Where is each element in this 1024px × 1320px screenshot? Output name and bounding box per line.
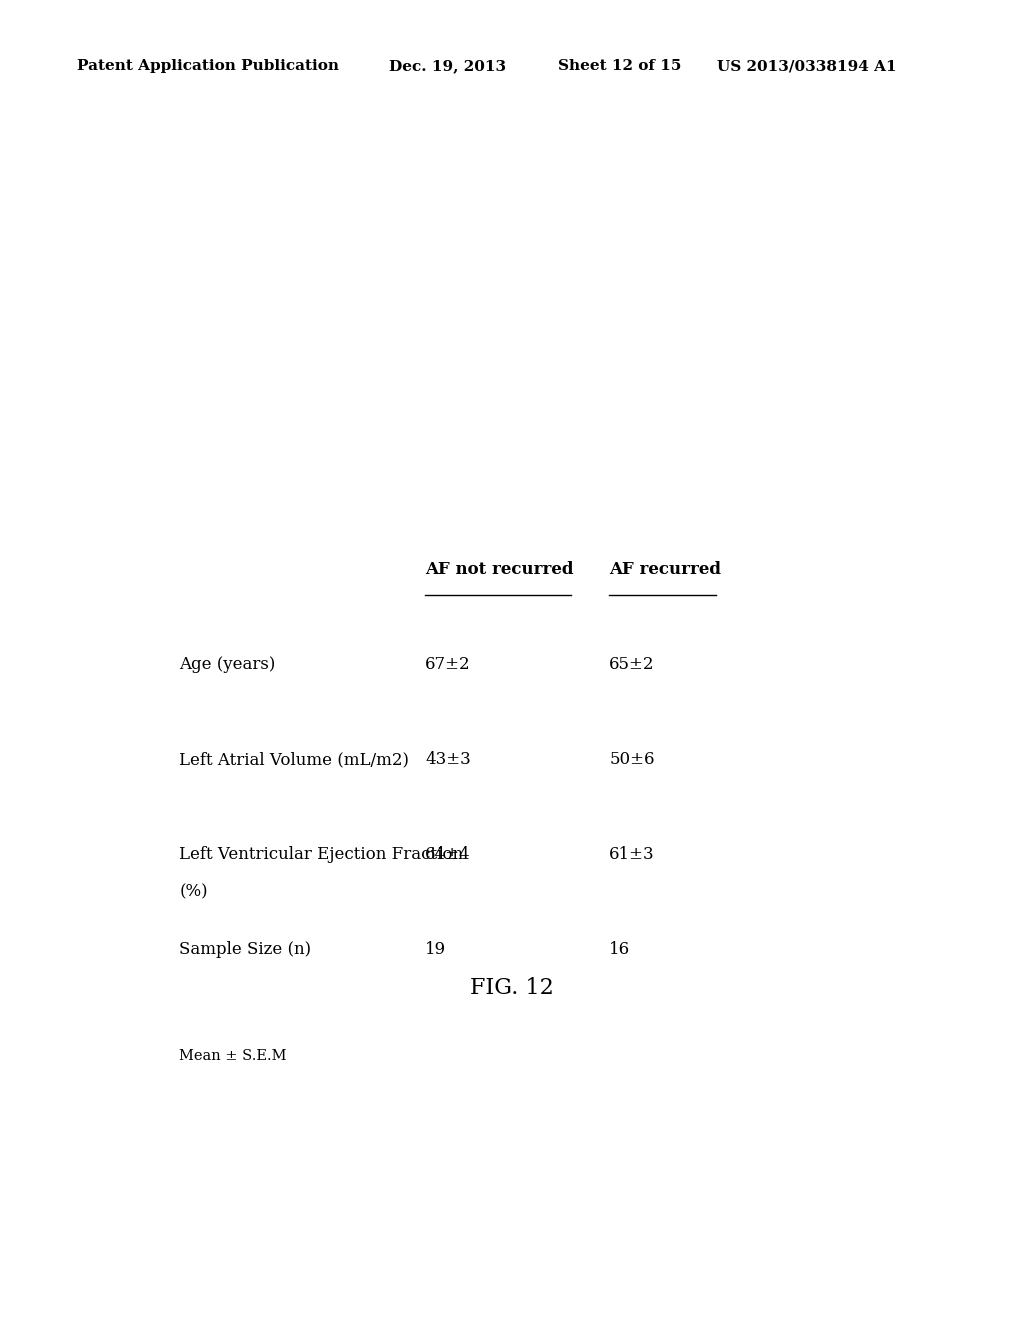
Text: 61±3: 61±3: [609, 846, 655, 863]
Text: 64±4: 64±4: [425, 846, 471, 863]
Text: 50±6: 50±6: [609, 751, 654, 768]
Text: US 2013/0338194 A1: US 2013/0338194 A1: [717, 59, 896, 74]
Text: Mean ± S.E.M: Mean ± S.E.M: [179, 1049, 287, 1064]
Text: Sheet 12 of 15: Sheet 12 of 15: [558, 59, 681, 74]
Text: Age (years): Age (years): [179, 656, 275, 673]
Text: (%): (%): [179, 883, 208, 900]
Text: Patent Application Publication: Patent Application Publication: [77, 59, 339, 74]
Text: FIG. 12: FIG. 12: [470, 977, 554, 999]
Text: AF not recurred: AF not recurred: [425, 561, 573, 578]
Text: Left Ventricular Ejection Fraction: Left Ventricular Ejection Fraction: [179, 846, 463, 863]
Text: 43±3: 43±3: [425, 751, 471, 768]
Text: 65±2: 65±2: [609, 656, 654, 673]
Text: 67±2: 67±2: [425, 656, 471, 673]
Text: 19: 19: [425, 941, 446, 958]
Text: Left Atrial Volume (mL/m2): Left Atrial Volume (mL/m2): [179, 751, 410, 768]
Text: Dec. 19, 2013: Dec. 19, 2013: [389, 59, 506, 74]
Text: Sample Size (n): Sample Size (n): [179, 941, 311, 958]
Text: 16: 16: [609, 941, 631, 958]
Text: AF recurred: AF recurred: [609, 561, 721, 578]
